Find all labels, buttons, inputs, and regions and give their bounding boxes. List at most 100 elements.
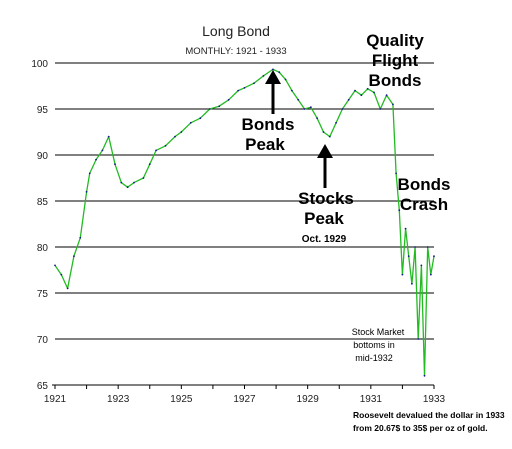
data-point <box>385 94 388 97</box>
annotation-quality-line1: Quality <box>366 31 424 50</box>
data-point <box>218 105 221 108</box>
annotation-bonds-crash-line1: Bonds <box>398 175 451 194</box>
y-tick-label: 100 <box>31 59 48 70</box>
footnote-line2: from 20.67$ to 35$ per oz of gold. <box>353 423 488 433</box>
data-point <box>278 71 281 74</box>
data-point <box>73 255 75 258</box>
data-point <box>410 282 413 285</box>
chart-title: Long Bond <box>202 23 270 39</box>
y-tick-label: 95 <box>37 105 49 116</box>
data-point <box>148 163 151 166</box>
data-point <box>360 94 363 97</box>
footnote-line1: Roosevelt devalued the dollar in 1933 <box>353 410 505 420</box>
annotation-quality-line3: Bonds <box>369 71 422 90</box>
data-point <box>398 209 401 212</box>
data-point <box>316 117 319 120</box>
data-point <box>180 131 183 133</box>
data-point <box>297 98 300 101</box>
data-point <box>426 246 429 248</box>
annotation-bonds-peak-line1: Bonds <box>242 115 295 134</box>
annotation-stock-bottom-line3: mid-1932 <box>355 353 393 363</box>
data-point <box>284 78 287 81</box>
data-point <box>429 273 432 276</box>
data-point <box>404 227 407 230</box>
annotation-stocks-peak-date: Oct. 1929 <box>302 234 347 245</box>
data-point <box>164 144 167 147</box>
data-point <box>423 374 426 377</box>
data-point <box>262 74 265 77</box>
data-point <box>272 68 274 71</box>
series-line <box>54 68 435 377</box>
data-point <box>60 273 63 276</box>
data-point <box>395 172 397 175</box>
series-group <box>54 68 435 377</box>
data-point <box>392 103 394 106</box>
data-point <box>379 108 382 110</box>
annotation-bonds-crash-line2: Crash <box>400 195 448 214</box>
data-point <box>199 117 202 120</box>
data-point <box>142 177 145 179</box>
data-point <box>120 181 123 184</box>
data-point <box>155 149 157 152</box>
data-point <box>101 149 104 152</box>
x-tick-label: 1933 <box>423 394 446 405</box>
grid-lines <box>55 62 434 340</box>
data-point <box>328 135 331 138</box>
data-point <box>114 163 116 166</box>
y-tick-label: 90 <box>37 151 49 162</box>
bonds-peak-arrow <box>265 70 281 114</box>
data-point <box>290 89 293 92</box>
y-axis-ticks: 65 70 75 80 85 90 95 100 <box>31 59 48 392</box>
chart-subtitle: MONTHLY: 1921 - 1933 <box>185 46 286 57</box>
data-point <box>373 91 375 94</box>
annotation-stock-bottom-line2: bottoms in <box>353 340 395 350</box>
data-point <box>243 86 246 89</box>
y-tick-label: 85 <box>37 197 49 208</box>
data-point <box>414 246 416 248</box>
data-point <box>54 264 56 267</box>
x-tick-label: 1925 <box>170 394 193 405</box>
data-point <box>85 190 88 193</box>
data-point <box>417 338 420 340</box>
data-point <box>354 89 356 92</box>
data-point <box>433 255 435 258</box>
data-point <box>66 287 69 290</box>
data-point <box>227 98 230 101</box>
annotation-quality-line2: Flight <box>372 51 419 70</box>
y-tick-label: 80 <box>37 243 49 254</box>
data-point <box>208 108 211 110</box>
data-point <box>107 135 110 138</box>
annotation-stocks-peak-line1: Stocks <box>298 189 354 208</box>
data-point <box>174 135 176 138</box>
x-tick-label: 1921 <box>44 394 67 405</box>
data-point <box>401 273 404 276</box>
data-point <box>79 236 82 239</box>
annotation-stocks-peak-line2: Peak <box>304 209 344 228</box>
y-tick-label: 65 <box>37 381 49 392</box>
x-tick-label: 1927 <box>233 394 256 405</box>
y-tick-label: 70 <box>37 335 49 346</box>
data-point <box>407 255 410 258</box>
y-tick-label: 75 <box>37 289 49 300</box>
x-axis-ticks: 1921 1923 1925 1927 1929 1931 1933 <box>44 385 446 405</box>
data-point <box>88 172 91 175</box>
x-tick-label: 1923 <box>107 394 130 405</box>
data-point <box>366 87 369 90</box>
data-point <box>189 121 192 124</box>
data-point <box>133 181 135 184</box>
data-point <box>126 186 129 189</box>
data-point <box>309 106 312 109</box>
x-tick-label: 1931 <box>360 394 383 405</box>
data-point <box>335 121 337 124</box>
data-point <box>420 264 423 267</box>
data-point <box>347 98 350 101</box>
data-point <box>95 158 97 161</box>
data-point <box>341 108 344 110</box>
data-point <box>303 108 306 110</box>
annotation-bonds-peak-line2: Peak <box>245 135 285 154</box>
x-tick-label: 1929 <box>297 394 320 405</box>
data-point <box>253 82 255 85</box>
data-point <box>237 89 240 92</box>
data-point <box>322 131 325 133</box>
